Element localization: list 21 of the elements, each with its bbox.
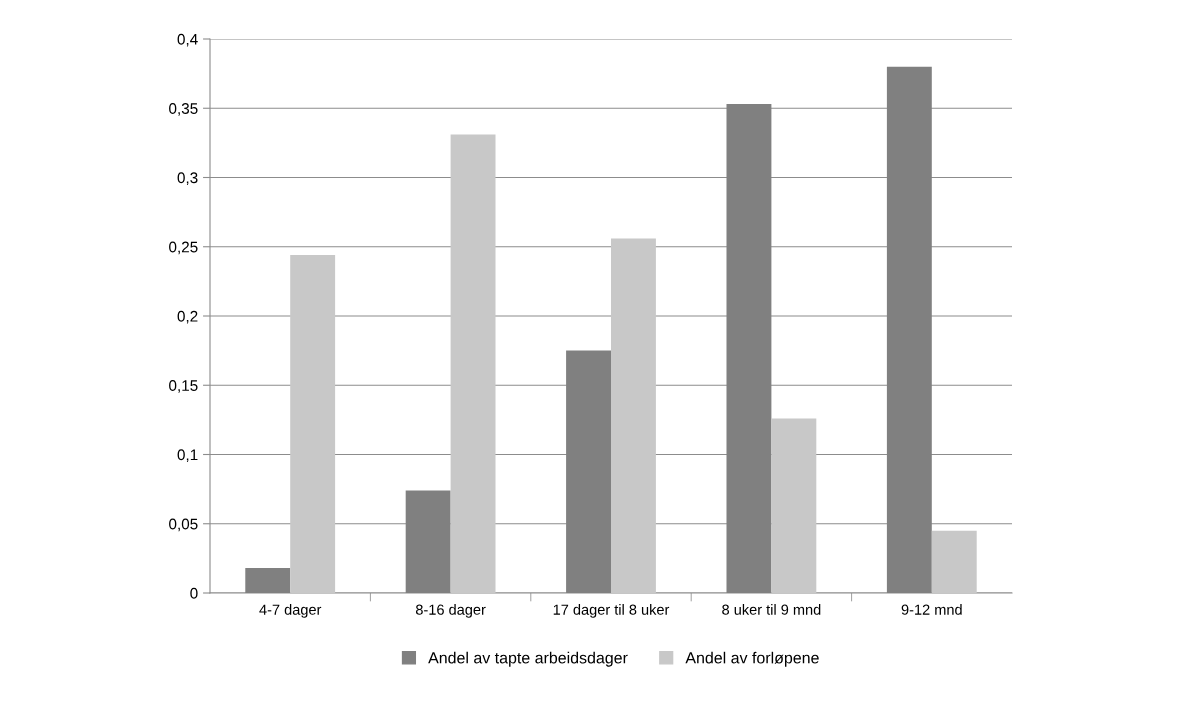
y-tick-label: 0,3: [177, 172, 198, 185]
x-tick-label: 8 uker til 9 mnd: [722, 604, 821, 615]
y-tick-label: 0,25: [169, 241, 198, 255]
x-tick-label: 17 dager til 8 uker: [553, 604, 670, 618]
legend-label: Andel av tapte arbeidsdager: [428, 651, 628, 667]
y-tick-label: 0,4: [177, 33, 198, 47]
legend-label: Andel av forløpene: [685, 651, 819, 667]
bar: [290, 255, 336, 593]
y-tick-label: 0,2: [177, 310, 198, 324]
bar: [611, 238, 656, 593]
y-tick-label: 0,05: [169, 518, 198, 532]
bar: [931, 530, 977, 593]
x-tick-label: 9-12 mnd: [901, 604, 962, 615]
y-tick-label: 0,15: [169, 380, 198, 393]
x-tick-label: 4-7 dager: [259, 604, 322, 618]
bar: [771, 418, 817, 593]
y-tick-label: 0,35: [169, 103, 198, 116]
bar: [450, 134, 496, 593]
y-tick-label: 0,1: [177, 449, 198, 462]
y-tick-label: 0: [190, 587, 198, 599]
x-tick-label: 8-16 dager: [415, 604, 486, 618]
